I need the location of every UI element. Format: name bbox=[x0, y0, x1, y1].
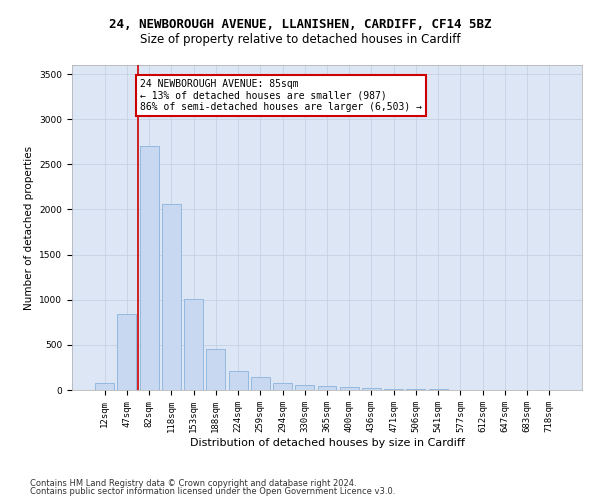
Bar bbox=[95, 383, 114, 390]
Bar bbox=[184, 299, 203, 390]
Bar bbox=[273, 383, 292, 390]
Bar bbox=[295, 385, 314, 390]
X-axis label: Distribution of detached houses by size in Cardiff: Distribution of detached houses by size … bbox=[190, 438, 464, 448]
Text: 24, NEWBOROUGH AVENUE, LLANISHEN, CARDIFF, CF14 5BZ: 24, NEWBOROUGH AVENUE, LLANISHEN, CARDIF… bbox=[109, 18, 491, 30]
Bar bbox=[229, 370, 248, 390]
Y-axis label: Number of detached properties: Number of detached properties bbox=[24, 146, 34, 310]
Bar bbox=[384, 388, 403, 390]
Text: Contains public sector information licensed under the Open Government Licence v3: Contains public sector information licen… bbox=[30, 487, 395, 496]
Bar bbox=[206, 350, 225, 390]
Bar bbox=[140, 146, 158, 390]
Text: Size of property relative to detached houses in Cardiff: Size of property relative to detached ho… bbox=[140, 32, 460, 46]
Bar bbox=[362, 388, 381, 390]
Bar bbox=[317, 386, 337, 390]
Text: Contains HM Land Registry data © Crown copyright and database right 2024.: Contains HM Land Registry data © Crown c… bbox=[30, 478, 356, 488]
Text: 24 NEWBOROUGH AVENUE: 85sqm
← 13% of detached houses are smaller (987)
86% of se: 24 NEWBOROUGH AVENUE: 85sqm ← 13% of det… bbox=[140, 78, 422, 112]
Bar bbox=[162, 204, 181, 390]
Bar bbox=[340, 388, 359, 390]
Bar bbox=[406, 389, 425, 390]
Bar bbox=[251, 378, 270, 390]
Bar bbox=[118, 314, 136, 390]
